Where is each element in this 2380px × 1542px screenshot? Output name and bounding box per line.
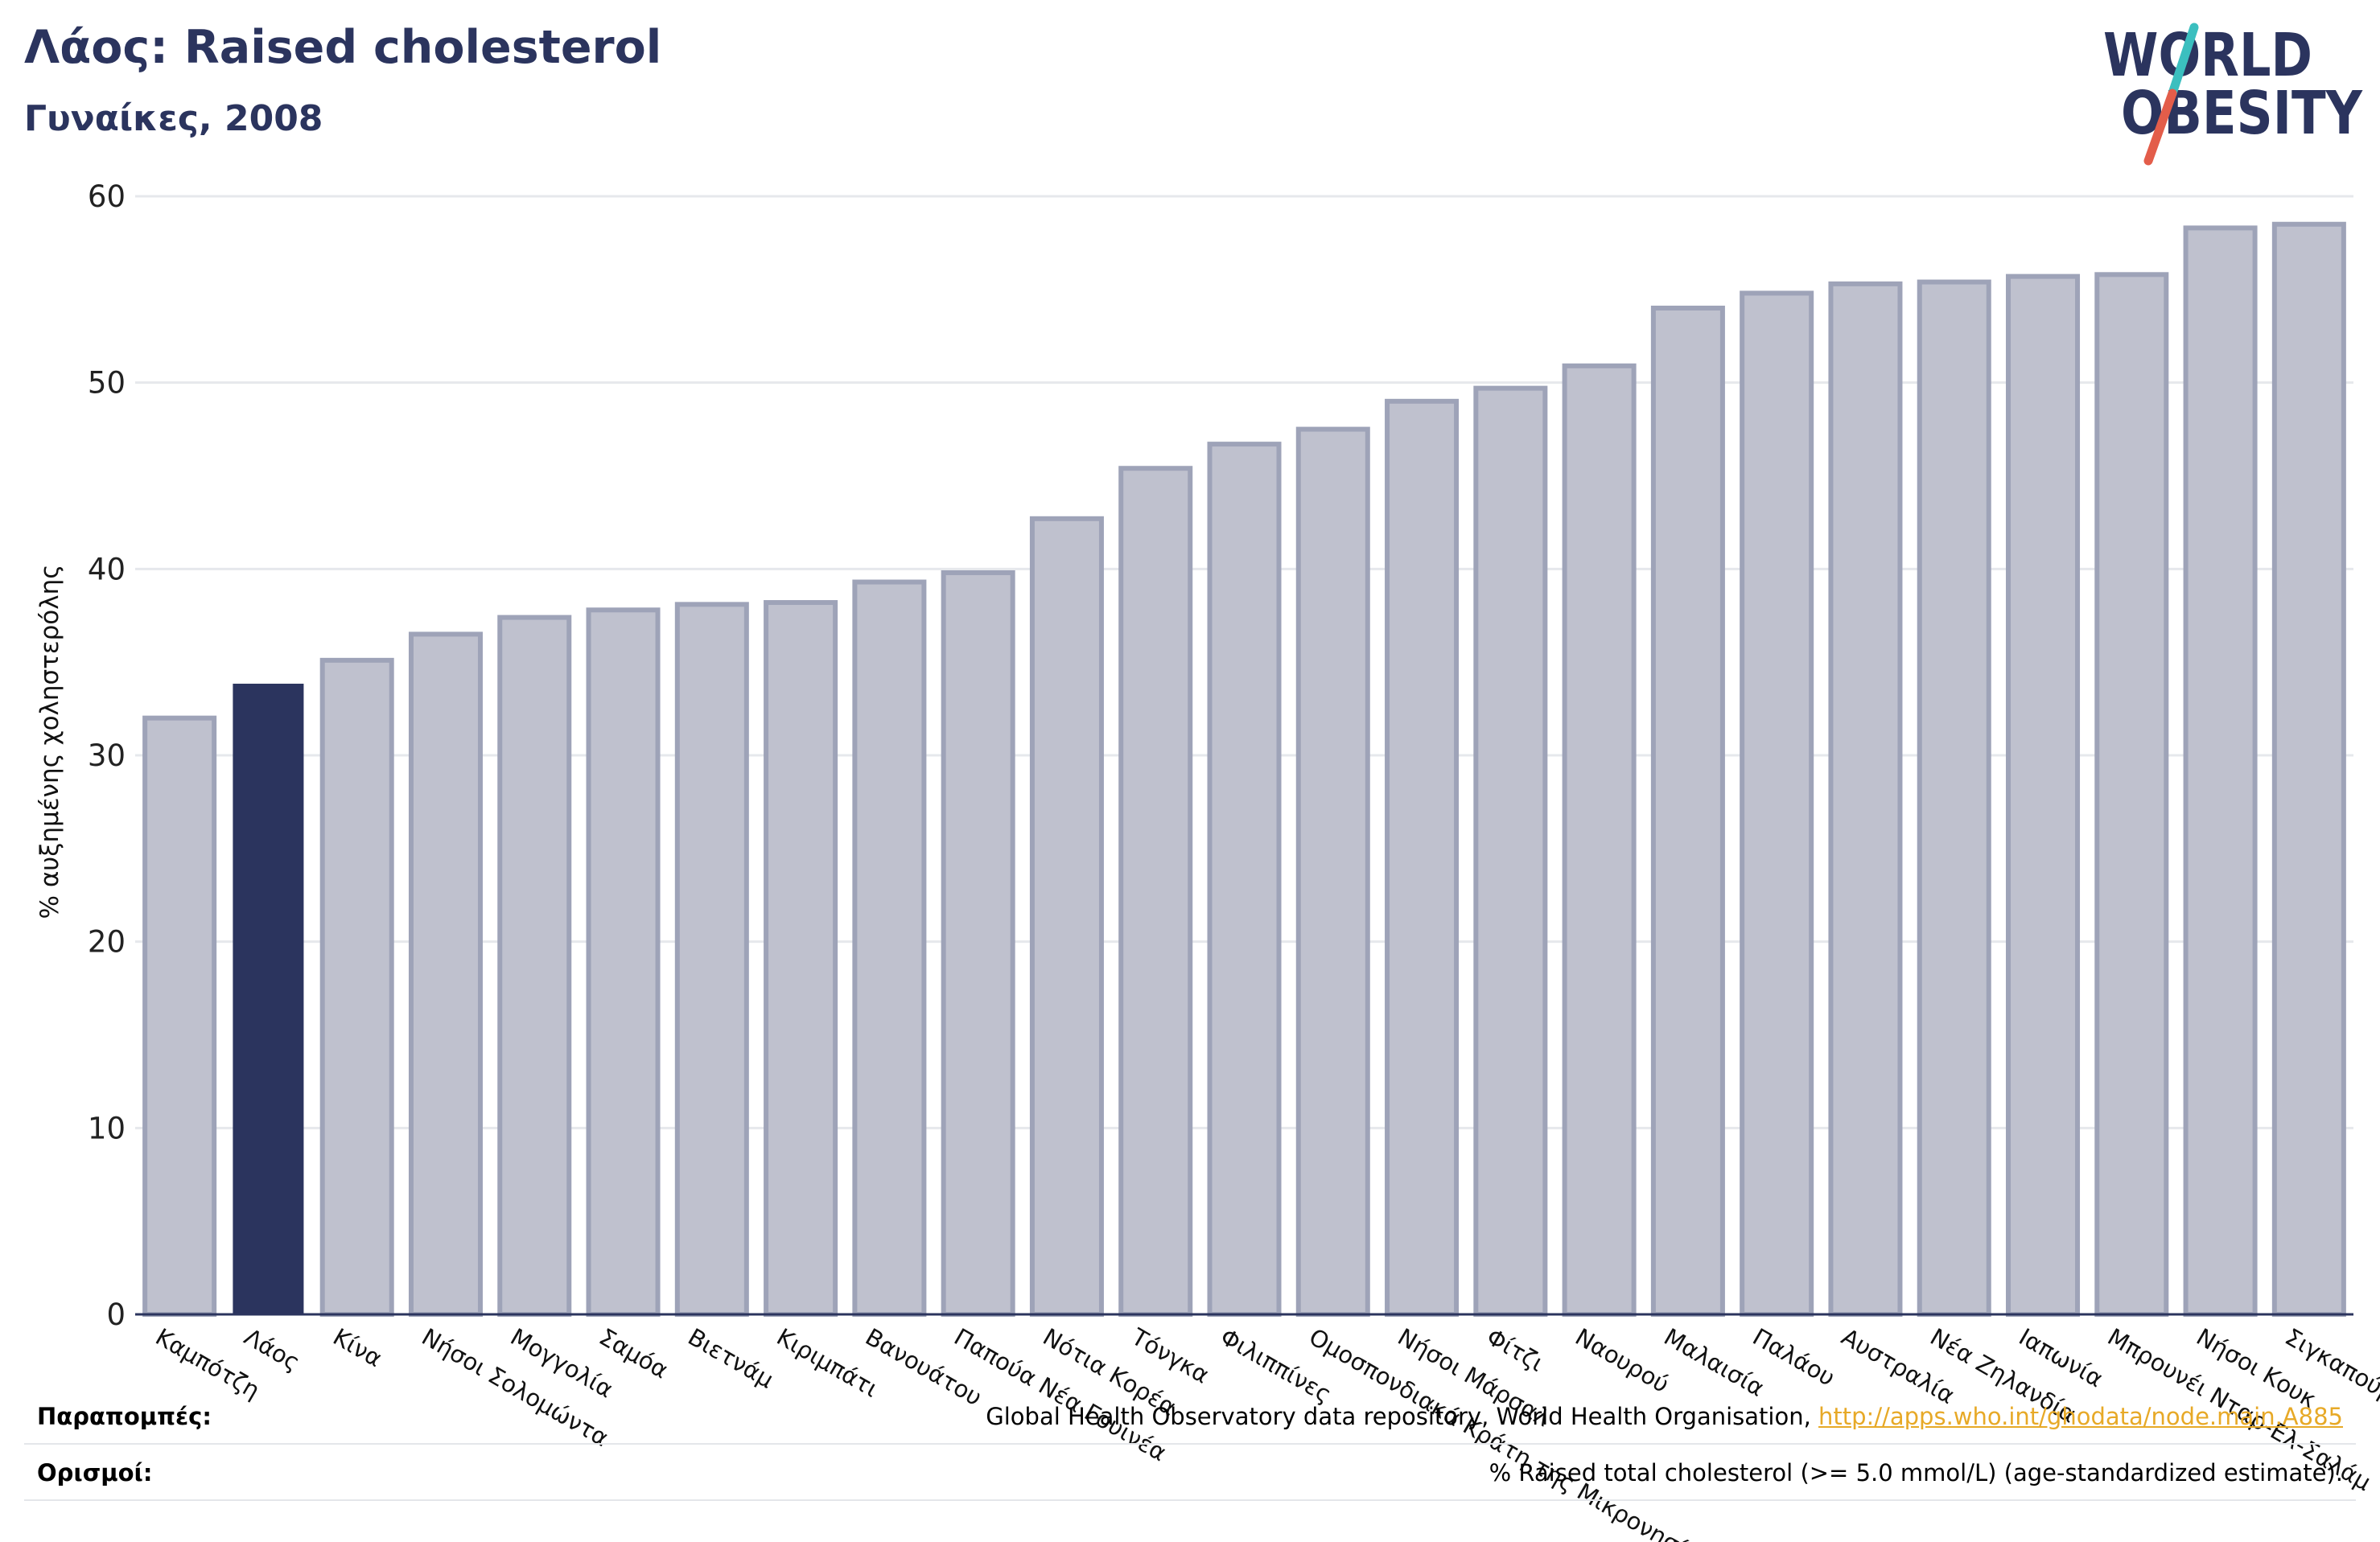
bar	[586, 607, 661, 1317]
bar	[1385, 398, 1460, 1317]
definitions-row: Ορισμοί: % Raised total cholesterol (>= …	[24, 1443, 2356, 1501]
bar	[142, 715, 217, 1317]
y-tick-label: 10	[88, 1111, 126, 1145]
y-axis-label: % αυξημένης χοληστερόλης	[35, 565, 64, 919]
y-tick-label: 0	[106, 1297, 126, 1332]
bar	[2006, 273, 2081, 1317]
bar	[1740, 290, 1814, 1317]
chart-subtitle: Γυναίκες, 2008	[24, 98, 323, 139]
bar	[319, 657, 394, 1317]
bar	[1917, 279, 1991, 1318]
logo-line-world: WORLD	[2103, 23, 2312, 90]
bar	[1118, 466, 1193, 1318]
references-text: Global Health Observatory data repositor…	[986, 1403, 1819, 1430]
x-tick-label: Φίτζι	[1482, 1323, 1549, 1377]
bar	[1295, 426, 1370, 1317]
bar	[1473, 385, 1548, 1317]
y-tick-label: 20	[88, 925, 126, 960]
bar	[674, 602, 749, 1317]
bar	[1562, 363, 1637, 1318]
logo-slash-red	[2143, 88, 2177, 166]
y-tick-label: 30	[88, 738, 126, 773]
bar-highlight	[233, 683, 304, 1315]
bar	[1650, 306, 1725, 1317]
y-tick-label: 50	[88, 366, 126, 401]
y-tick-label: 60	[88, 179, 126, 214]
bar	[2094, 272, 2169, 1317]
definitions-text: % Raised total cholesterol (>= 5.0 mmol/…	[1489, 1459, 2343, 1486]
bar	[2271, 221, 2346, 1317]
x-tick-label: Κίνα	[328, 1323, 387, 1373]
world-obesity-logo: WORLD OBESITY	[2103, 23, 2363, 166]
bar	[941, 570, 1015, 1317]
bar	[408, 631, 483, 1317]
references-label: Παραπομπές:	[37, 1403, 212, 1430]
y-tick-label: 40	[88, 552, 126, 586]
bars	[142, 221, 2346, 1318]
x-tick-label: Λάος	[240, 1323, 305, 1376]
chart-title: Λάος: Raised cholesterol	[24, 21, 662, 74]
references-link[interactable]: http://apps.who.int/ghodata/node.main.A8…	[1818, 1403, 2343, 1430]
references-value: Global Health Observatory data repositor…	[986, 1403, 2343, 1430]
bar	[764, 600, 838, 1317]
bar	[1828, 281, 1903, 1318]
bar	[2183, 225, 2258, 1318]
bar	[1029, 516, 1104, 1317]
logo-slash-teal	[2168, 23, 2199, 98]
bar	[852, 579, 927, 1317]
bar	[497, 615, 572, 1317]
bar	[1207, 442, 1282, 1317]
definitions-label: Ορισμοί:	[37, 1459, 153, 1486]
x-tick-label: Βιετνάμ	[683, 1323, 778, 1394]
references-row: Παραπομπές: Global Health Observatory da…	[24, 1387, 2356, 1445]
